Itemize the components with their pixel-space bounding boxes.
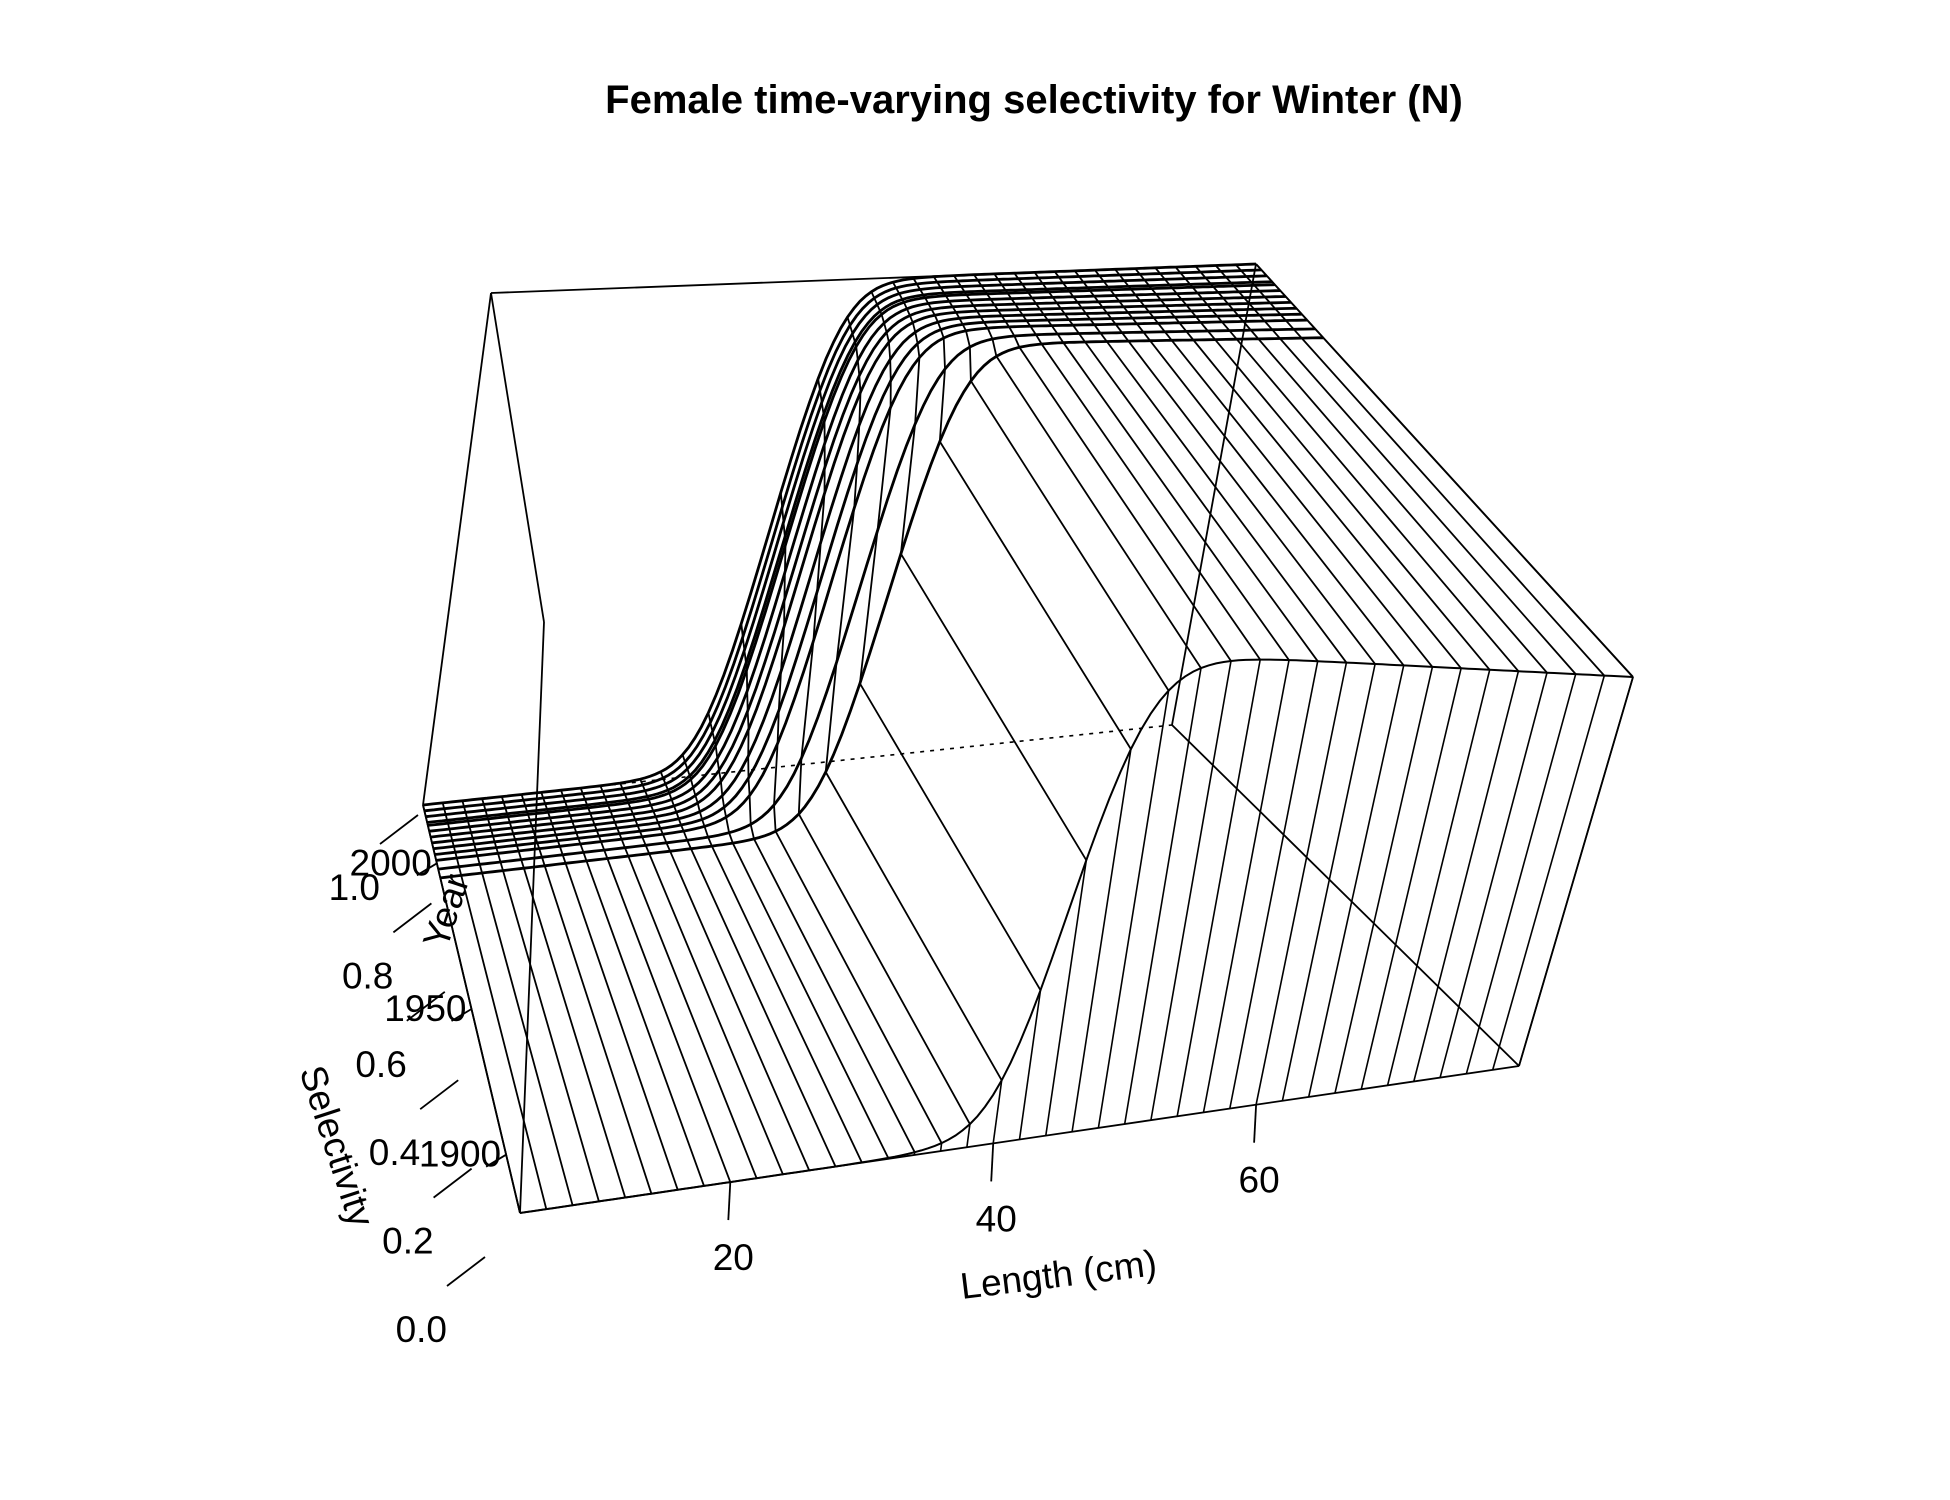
surface-front-skirt: [1202, 659, 1290, 1113]
surface-length-line: [1235, 264, 1605, 677]
surface-front-skirt: [1150, 660, 1232, 1121]
surface-year-line: [427, 283, 1275, 827]
surface-year-line: [431, 301, 1292, 845]
surface-front-skirt: [1255, 662, 1348, 1105]
x-tick: [727, 1182, 732, 1221]
surface-year-line: [434, 312, 1302, 856]
bounding-box: [422, 263, 1634, 1214]
surface-year-line: [436, 318, 1308, 862]
surface-length-line: [1154, 267, 1491, 671]
surface-front-skirt: [1386, 669, 1491, 1086]
z-tick-label: 1.0: [329, 867, 380, 908]
chart-title: Female time-varying selectivity for Wint…: [605, 78, 1463, 122]
box-edge: [519, 1065, 1520, 1214]
surface-front-skirt: [1123, 667, 1202, 1125]
z-tick: [433, 1167, 473, 1199]
surface-year-line: [438, 327, 1316, 871]
surface-length-line: [1194, 265, 1548, 674]
surface-front-skirt: [1281, 663, 1376, 1101]
x-tick: [1253, 1104, 1257, 1143]
y-tick: [416, 862, 438, 877]
y-tick-label: 1950: [384, 988, 466, 1029]
z-tick-label: 0.6: [355, 1044, 406, 1085]
box-edge: [519, 621, 545, 1214]
y-tick-label: 2000: [350, 842, 432, 883]
surface-front-skirt: [1491, 675, 1606, 1071]
z-tick: [392, 902, 432, 934]
x-tick: [990, 1143, 995, 1182]
surface-front-skirt: [992, 1080, 1003, 1144]
surface-front-skirt: [1018, 990, 1042, 1140]
z-tick: [379, 814, 419, 845]
surface-length-line: [933, 276, 1170, 692]
surface-front-skirt: [1307, 665, 1405, 1098]
surface-front-skirt: [1334, 666, 1434, 1094]
y-tick: [451, 1008, 472, 1022]
box-edge: [490, 292, 545, 623]
surface-year-line: [440, 336, 1324, 880]
surface-front-skirt: [1229, 661, 1319, 1109]
surface-year-line: [425, 274, 1267, 819]
box-edge: [1171, 724, 1520, 1067]
surface-year-line: [519, 658, 1634, 1214]
surface-front-skirt: [1413, 671, 1520, 1082]
surface-front-skirt: [939, 1143, 943, 1152]
z-tick-label: 0.2: [382, 1221, 433, 1262]
surface-front-skirt: [1360, 668, 1462, 1090]
surface-front-skirt: [1045, 860, 1088, 1136]
x-tick-label: 60: [1239, 1160, 1280, 1201]
surface-length-line: [858, 291, 1042, 991]
z-tick: [406, 991, 446, 1022]
z-tick: [419, 1079, 459, 1110]
surface-mesh: [422, 262, 1634, 1214]
box-edge: [1518, 676, 1634, 1067]
x-axis-label: Length (cm): [958, 1242, 1159, 1307]
surface-length-line: [892, 281, 1088, 861]
box-edge: [490, 263, 1257, 294]
z-tick-label: 0.0: [396, 1309, 447, 1350]
z-tick: [446, 1256, 486, 1287]
surface-front-skirt: [1097, 690, 1170, 1129]
x-tick-label: 20: [713, 1237, 754, 1278]
z-tick-label: 0.4: [369, 1132, 420, 1173]
surface-year-line: [427, 280, 1273, 824]
surface-front-skirt: [1465, 673, 1577, 1074]
surface-year-line: [424, 268, 1262, 813]
surface-front-skirt: [1439, 672, 1548, 1078]
z-tick-label: 0.8: [342, 955, 393, 996]
x-tick-label: 40: [976, 1198, 1017, 1239]
surface-front-skirt: [1176, 659, 1261, 1117]
surface-year-line: [429, 289, 1281, 833]
y-tick: [485, 1153, 507, 1168]
y-tick-label: 1900: [419, 1134, 501, 1175]
surface-length-line: [1215, 264, 1577, 675]
box-edge: [422, 292, 492, 806]
surface-front-skirt: [1071, 748, 1132, 1132]
box-edge: [1171, 263, 1257, 726]
surface-length-line: [912, 278, 1132, 750]
surface-year-line: [433, 306, 1297, 851]
surface-length-line: [639, 778, 811, 1171]
box-edge: [1255, 263, 1634, 678]
surface-front-skirt: [966, 1123, 971, 1148]
surface-year-line: [430, 295, 1286, 839]
surface-length-line: [619, 782, 784, 1175]
